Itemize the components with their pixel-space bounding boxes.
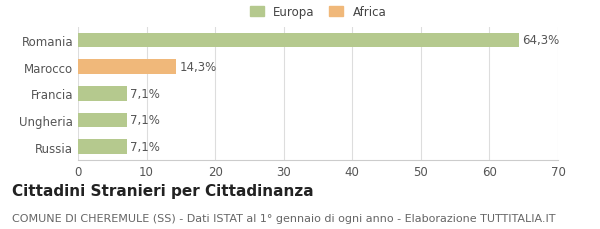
Bar bbox=[78, 87, 127, 101]
Text: 7,1%: 7,1% bbox=[130, 114, 160, 127]
Text: Cittadini Stranieri per Cittadinanza: Cittadini Stranieri per Cittadinanza bbox=[12, 183, 314, 198]
Bar bbox=[78, 140, 127, 154]
Bar bbox=[78, 113, 127, 128]
Text: 7,1%: 7,1% bbox=[130, 141, 160, 153]
Bar bbox=[78, 33, 519, 48]
Bar bbox=[78, 60, 176, 75]
Text: 7,1%: 7,1% bbox=[130, 87, 160, 100]
Text: 14,3%: 14,3% bbox=[179, 61, 217, 74]
Text: COMUNE DI CHEREMULE (SS) - Dati ISTAT al 1° gennaio di ogni anno - Elaborazione : COMUNE DI CHEREMULE (SS) - Dati ISTAT al… bbox=[12, 213, 556, 223]
Text: 64,3%: 64,3% bbox=[523, 34, 560, 47]
Legend: Europa, Africa: Europa, Africa bbox=[250, 6, 386, 19]
